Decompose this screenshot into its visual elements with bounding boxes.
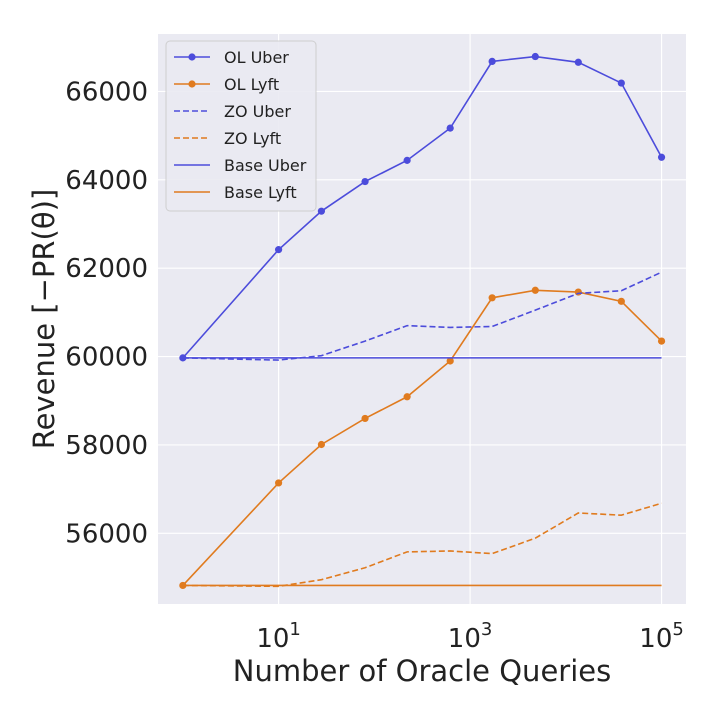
x-axis-label: Number of Oracle Queries bbox=[233, 654, 611, 688]
legend-label-ol-lyft: OL Lyft bbox=[224, 75, 279, 94]
data-point-ol-lyft bbox=[488, 294, 496, 302]
x-tick-exponent: 3 bbox=[481, 619, 492, 640]
y-tick-label: 64000 bbox=[65, 166, 148, 196]
y-tick-label: 56000 bbox=[65, 519, 148, 549]
data-point-ol-uber bbox=[446, 124, 454, 132]
x-tick-label: 105 bbox=[639, 619, 684, 654]
data-point-ol-uber bbox=[488, 57, 496, 65]
data-point-ol-lyft bbox=[317, 440, 326, 449]
data-point-ol-lyft bbox=[617, 297, 625, 305]
y-axis-label: Revenue [−PR(θ)] bbox=[27, 189, 61, 449]
series-layer bbox=[179, 52, 666, 590]
data-point-ol-lyft bbox=[574, 288, 582, 296]
data-point-ol-lyft bbox=[657, 337, 666, 345]
data-point-ol-lyft bbox=[361, 414, 369, 423]
legend-label-zo-uber: ZO Uber bbox=[224, 102, 291, 121]
data-point-ol-uber bbox=[531, 52, 539, 61]
x-axis-ticks: 101 103 105 bbox=[256, 619, 684, 654]
data-point-ol-uber bbox=[317, 207, 326, 215]
data-point-ol-uber bbox=[274, 246, 283, 254]
series-line-zo-lyft bbox=[182, 502, 662, 588]
data-point-ol-uber bbox=[657, 153, 666, 161]
data-point-ol-lyft bbox=[446, 357, 454, 365]
x-tick-exponent: 1 bbox=[289, 619, 300, 640]
y-tick-label: 58000 bbox=[65, 431, 148, 461]
legend-label-zo-lyft: ZO Lyft bbox=[224, 129, 281, 148]
legend: OL Uber OL Lyft ZO Uber ZO Lyft Base Uber Bas… bbox=[165, 40, 317, 212]
x-tick-label: 101 bbox=[256, 619, 301, 654]
data-point-ol-lyft bbox=[274, 479, 283, 487]
y-tick-label: 62000 bbox=[65, 254, 148, 284]
x-tick-label: 103 bbox=[448, 619, 493, 654]
data-point-ol-uber bbox=[574, 58, 582, 66]
y-tick-label: 66000 bbox=[65, 77, 148, 107]
legend-label-ol-uber: OL Uber bbox=[224, 48, 289, 67]
data-point-ol-uber bbox=[617, 79, 625, 87]
legend-marker-ol-uber bbox=[188, 53, 196, 61]
data-point-ol-lyft bbox=[531, 286, 539, 294]
data-point-ol-uber bbox=[361, 177, 369, 186]
legend-marker-ol-lyft bbox=[188, 80, 196, 88]
legend-label-base-lyft: Base Lyft bbox=[224, 183, 297, 202]
data-point-ol-uber bbox=[403, 156, 411, 164]
data-point-ol-lyft bbox=[179, 581, 187, 590]
data-point-ol-lyft bbox=[403, 393, 411, 401]
legend-label-base-uber: Base Uber bbox=[224, 156, 307, 175]
x-tick-exponent: 5 bbox=[672, 619, 683, 640]
x-tick-base: 10 bbox=[256, 624, 289, 654]
x-tick-base: 10 bbox=[448, 624, 481, 654]
x-tick-base: 10 bbox=[639, 624, 672, 654]
y-axis-ticks: 56000 58000 60000 62000 64000 66000 bbox=[65, 77, 148, 549]
data-point-ol-uber bbox=[179, 354, 187, 362]
y-tick-label: 60000 bbox=[65, 343, 148, 373]
series-line-zo-uber bbox=[182, 271, 662, 361]
